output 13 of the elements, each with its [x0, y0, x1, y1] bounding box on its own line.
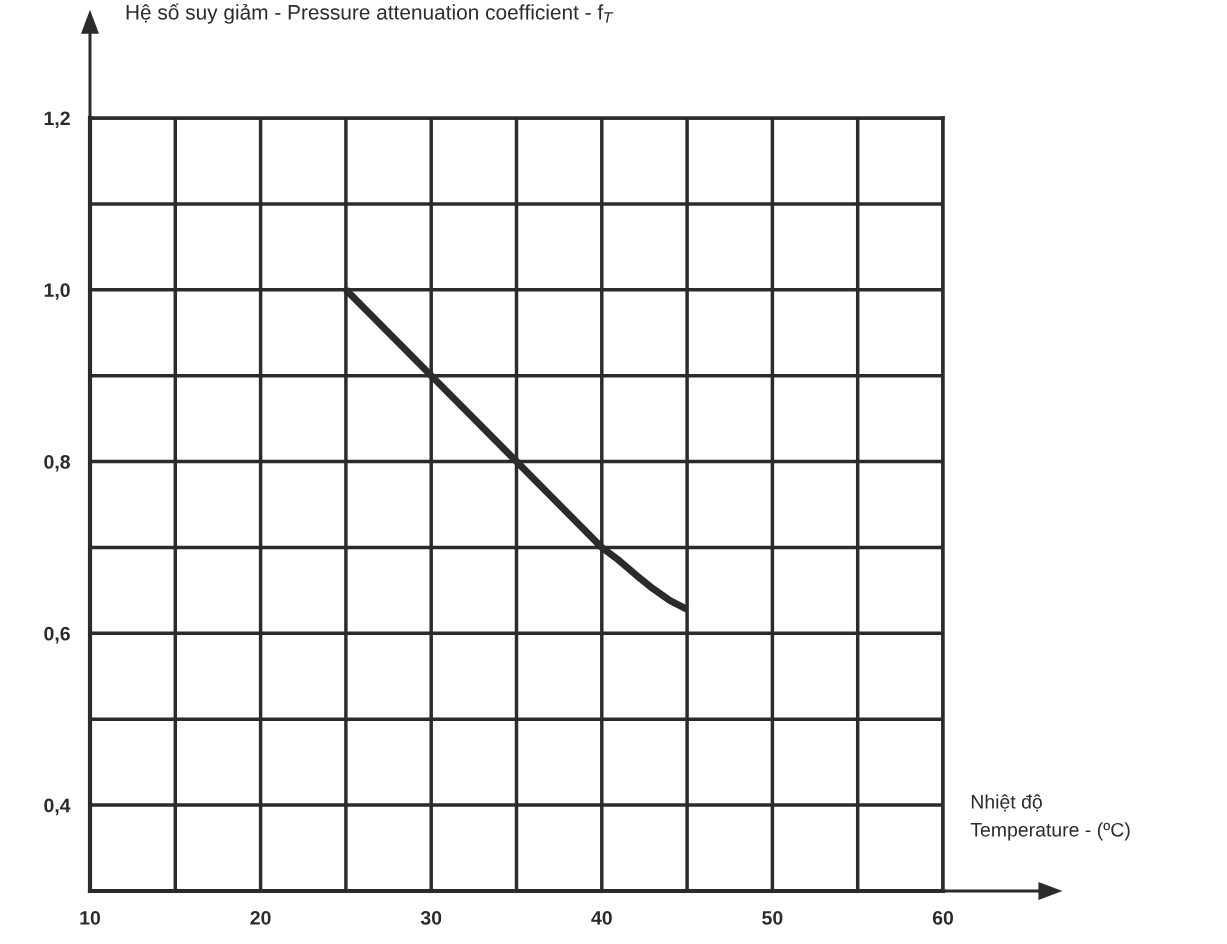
- x-tick-label: 50: [762, 910, 783, 925]
- x-tick-label: 10: [80, 910, 101, 925]
- y-tick-label: 1,0: [44, 283, 70, 300]
- y-tick-label: 0,6: [44, 626, 70, 644]
- x-tick-label: 60: [932, 910, 954, 925]
- x-tick-label: 40: [591, 910, 612, 925]
- x-axis-title: Nhiệt độ Temperature - (ºC): [970, 794, 1130, 841]
- y-tick-label: 1,2: [44, 111, 70, 129]
- y-axis-title: Hệ số suy giảm - Pressure attenuation coefficient - f$_{T}$: [126, 3, 614, 24]
- y-tick-label: 0,8: [44, 455, 70, 472]
- x-tick-label: 30: [420, 910, 442, 925]
- x-tick-label: 20: [250, 910, 271, 925]
- y-tick-label: 0,4: [44, 798, 71, 816]
